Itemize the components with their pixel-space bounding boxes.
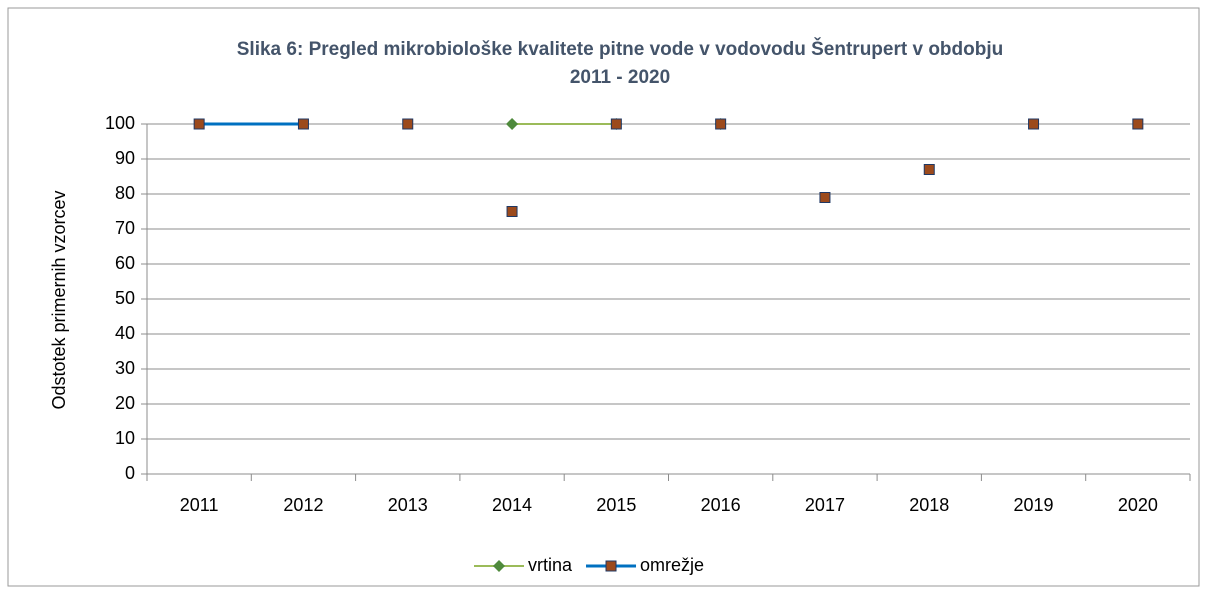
data-point [1028,118,1040,130]
x-tick-label: 2018 [909,495,949,515]
data-point [506,118,519,130]
legend-label: omrežje [640,555,704,575]
x-tick-label: 2020 [1118,495,1158,515]
y-tick-label: 80 [115,183,135,203]
x-tick-label: 2011 [180,495,219,515]
data-point [297,118,309,130]
y-tick-label: 30 [115,358,135,378]
y-tick-label: 40 [115,323,135,343]
x-tick-label: 2015 [596,495,636,515]
y-axis-label: Odstotek primernih vzorcev [49,190,69,409]
data-point [923,164,935,175]
x-tick-label: 2012 [283,495,323,515]
y-tick-label: 20 [115,393,135,413]
y-tick-label: 70 [115,218,135,238]
y-tick-label: 100 [105,113,135,133]
data-point [1132,118,1144,130]
x-tick-label: 2016 [701,495,741,515]
x-tick-label: 2019 [1014,495,1054,515]
x-tick-label: 2013 [388,495,428,515]
data-point [402,118,414,130]
y-tick-label: 10 [115,428,135,448]
chart-border [7,7,1200,587]
y-tick-label: 50 [115,288,135,308]
chart-title: Slika 6: Pregled mikrobiološke kvalitete… [236,39,1004,88]
legend-marker [493,560,505,572]
y-tick-label: 60 [115,253,135,273]
y-tick-label: 0 [125,463,135,483]
data-point [610,118,622,130]
x-tick-label: 2014 [492,495,532,515]
legend-label: vrtina [528,555,573,575]
data-point [506,206,518,217]
data-point [819,192,831,203]
x-tick-label: 2017 [805,495,845,515]
data-point [715,118,727,130]
data-point [193,118,205,130]
legend-marker [605,560,617,572]
y-tick-label: 90 [115,148,135,168]
